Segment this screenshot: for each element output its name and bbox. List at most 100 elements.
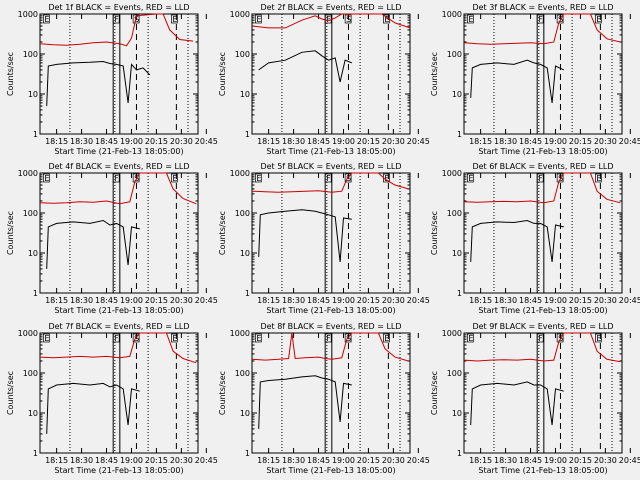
x-tick-label: 20:15 bbox=[569, 137, 592, 146]
flag-label: E bbox=[468, 15, 473, 24]
lld-series-line bbox=[463, 172, 621, 204]
flag-box bbox=[595, 333, 602, 343]
plot-frame bbox=[251, 332, 411, 454]
x-tick-label: 20:30 bbox=[170, 296, 193, 305]
flag-label: E bbox=[172, 334, 177, 343]
lld-series-line bbox=[463, 332, 621, 363]
flag-box bbox=[132, 14, 140, 24]
y-tick-label: 1000 bbox=[442, 10, 462, 19]
x-axis-label: Start Time (21-Feb-13 18:05:00) bbox=[478, 147, 607, 156]
plot-frame bbox=[39, 13, 199, 135]
y-tick-label: 1 bbox=[457, 449, 462, 458]
y-tick-label: 100 bbox=[447, 209, 462, 218]
flag-box bbox=[42, 14, 50, 24]
x-axis-label: Start Time (21-Feb-13 18:05:00) bbox=[54, 306, 183, 315]
x-tick-label: 20:45 bbox=[407, 137, 430, 146]
flag-box bbox=[556, 14, 564, 24]
flag-box bbox=[254, 173, 262, 183]
x-tick-label: 18:30 bbox=[70, 137, 93, 146]
x-tick-label: 20:45 bbox=[407, 456, 430, 465]
x-tick-label: 20:15 bbox=[357, 296, 380, 305]
flag-label: E bbox=[384, 334, 389, 343]
flag-box bbox=[112, 14, 120, 24]
x-tick-label: 18:30 bbox=[282, 456, 305, 465]
y-tick-label: 1 bbox=[33, 449, 38, 458]
flag-label: E bbox=[596, 174, 601, 183]
x-tick-label: 20:45 bbox=[407, 296, 430, 305]
flag-label: E bbox=[256, 174, 261, 183]
y-tick-label: 10 bbox=[240, 409, 250, 418]
x-tick-label: 19:00 bbox=[120, 456, 143, 465]
lld-series-line bbox=[39, 172, 197, 205]
panel-7: Det 7f BLACK = Events, RED = LLD 1 10 100 10… bbox=[6, 322, 218, 475]
x-tick-label: 20:30 bbox=[170, 137, 193, 146]
flag-label: E bbox=[256, 334, 261, 343]
plot-frame bbox=[251, 13, 411, 135]
panel-2: Det 2f BLACK = Events, RED = LLD 1 10 100 10… bbox=[218, 3, 430, 156]
y-tick-label: 1 bbox=[245, 289, 250, 298]
y-tick-label: 1 bbox=[245, 130, 250, 139]
flag-box bbox=[595, 14, 602, 24]
flag-box bbox=[324, 333, 332, 343]
flag-box bbox=[42, 333, 50, 343]
y-tick-label: 10 bbox=[240, 90, 250, 99]
panel-title: Det 7f BLACK = Events, RED = LLD bbox=[48, 322, 189, 331]
x-tick-label: 18:45 bbox=[519, 137, 542, 146]
x-tick-label: 20:15 bbox=[145, 456, 168, 465]
lld-series-line bbox=[251, 172, 409, 193]
flag-box bbox=[466, 14, 474, 24]
x-tick-label: 18:30 bbox=[494, 137, 517, 146]
y-tick-label: 10 bbox=[452, 249, 462, 258]
flag-box bbox=[324, 173, 332, 183]
x-tick-label: 18:15 bbox=[45, 296, 68, 305]
flag-label: E bbox=[44, 334, 49, 343]
x-tick-label: 18:30 bbox=[70, 456, 93, 465]
flag-box bbox=[112, 333, 120, 343]
x-tick-label: 20:45 bbox=[619, 296, 640, 305]
flag-box bbox=[171, 14, 178, 24]
flag-box bbox=[536, 333, 544, 343]
panel-title: Det 3f BLACK = Events, RED = LLD bbox=[472, 3, 613, 12]
x-tick-label: 18:15 bbox=[469, 456, 492, 465]
panel-title: Det 4f BLACK = Events, RED = LLD bbox=[48, 162, 189, 171]
x-axis-label: Start Time (21-Feb-13 18:05:00) bbox=[266, 466, 395, 475]
lld-series-line bbox=[251, 13, 411, 29]
x-tick-label: 18:45 bbox=[519, 456, 542, 465]
flag-box bbox=[132, 173, 140, 183]
flag-box bbox=[254, 14, 262, 24]
flag-label: S bbox=[346, 15, 351, 24]
x-tick-label: 20:30 bbox=[594, 137, 617, 146]
x-tick-label: 19:00 bbox=[332, 296, 355, 305]
flag-label: E bbox=[384, 174, 389, 183]
flag-box bbox=[171, 173, 178, 183]
plot-frame bbox=[463, 332, 623, 454]
flag-label: F bbox=[538, 174, 543, 183]
flag-label: S bbox=[134, 334, 139, 343]
flag-box bbox=[254, 333, 262, 343]
flag-box bbox=[556, 173, 564, 183]
flag-box bbox=[344, 14, 352, 24]
flag-label: F bbox=[538, 15, 543, 24]
y-tick-label: 1000 bbox=[230, 10, 250, 19]
x-axis-label: Start Time (21-Feb-13 18:05:00) bbox=[478, 306, 607, 315]
flag-box bbox=[324, 14, 332, 24]
x-tick-label: 18:15 bbox=[45, 456, 68, 465]
x-tick-label: 18:45 bbox=[307, 137, 330, 146]
panel-title: Det 6f BLACK = Events, RED = LLD bbox=[472, 162, 613, 171]
panel-title: Det 9f BLACK = Events, RED = LLD bbox=[472, 322, 613, 331]
y-tick-label: 1000 bbox=[18, 329, 38, 338]
x-tick-label: 19:00 bbox=[120, 137, 143, 146]
y-tick-label: 10 bbox=[28, 409, 38, 418]
flag-label: E bbox=[468, 334, 473, 343]
y-tick-label: 1000 bbox=[18, 169, 38, 178]
flag-box bbox=[344, 333, 352, 343]
x-tick-label: 18:45 bbox=[519, 296, 542, 305]
x-axis-label: Start Time (21-Feb-13 18:05:00) bbox=[266, 306, 395, 315]
flag-label: F bbox=[114, 174, 119, 183]
flag-box bbox=[556, 333, 564, 343]
flag-label: E bbox=[596, 15, 601, 24]
plot-frame bbox=[39, 172, 199, 294]
x-tick-label: 18:15 bbox=[257, 137, 280, 146]
y-axis-label: Counts/sec bbox=[430, 371, 439, 415]
y-tick-label: 1000 bbox=[442, 329, 462, 338]
